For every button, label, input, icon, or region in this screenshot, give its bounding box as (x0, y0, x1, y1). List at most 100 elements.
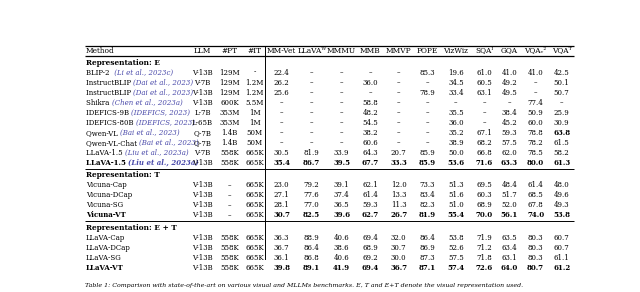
Text: 665K: 665K (245, 244, 264, 252)
Text: 80.3: 80.3 (528, 244, 543, 252)
Text: 50.9: 50.9 (528, 109, 543, 117)
Text: 665K: 665K (245, 264, 264, 272)
Text: Q-7B: Q-7B (194, 139, 211, 147)
Text: –: – (397, 109, 401, 117)
Text: –: – (340, 89, 343, 97)
Text: 80.7: 80.7 (527, 264, 544, 272)
Text: –: – (340, 69, 343, 77)
Text: 58.2: 58.2 (554, 149, 570, 157)
Text: 78.5: 78.5 (528, 149, 543, 157)
Text: 68.5: 68.5 (528, 192, 543, 199)
Text: 1.2M: 1.2M (246, 89, 264, 97)
Text: –: – (397, 69, 401, 77)
Text: 20.7: 20.7 (391, 149, 406, 157)
Text: 87.1: 87.1 (419, 264, 436, 272)
Text: –: – (310, 109, 314, 117)
Text: 67.1: 67.1 (476, 129, 492, 137)
Text: 68.9: 68.9 (362, 244, 378, 252)
Text: 61.4: 61.4 (362, 192, 378, 199)
Text: 54.5: 54.5 (362, 119, 378, 127)
Text: Shikra: Shikra (86, 99, 111, 107)
Text: –: – (310, 69, 314, 77)
Text: 36.1: 36.1 (274, 254, 289, 262)
Text: –: – (534, 89, 538, 97)
Text: LLM: LLM (194, 47, 211, 55)
Text: Qwen-VL: Qwen-VL (86, 129, 120, 137)
Text: InstructBLIP: InstructBLIP (86, 79, 133, 87)
Text: 85.3: 85.3 (420, 69, 435, 77)
Text: 81.9: 81.9 (304, 149, 319, 157)
Text: 63.3: 63.3 (501, 159, 518, 167)
Text: 81.9: 81.9 (419, 211, 436, 220)
Text: Vicuna-VT: Vicuna-VT (86, 211, 125, 220)
Text: VQAᵥ²: VQAᵥ² (524, 47, 547, 55)
Text: 57.5: 57.5 (448, 254, 464, 262)
Text: V-13B: V-13B (192, 159, 213, 167)
Text: 67.7: 67.7 (362, 159, 379, 167)
Text: –: – (397, 129, 401, 137)
Text: 50.7: 50.7 (554, 89, 570, 97)
Text: –: – (397, 119, 401, 127)
Text: #IT: #IT (248, 47, 262, 55)
Text: 83.4: 83.4 (420, 192, 435, 199)
Text: 36.5: 36.5 (334, 201, 349, 209)
Text: -: - (253, 69, 256, 77)
Text: –: – (560, 99, 563, 107)
Text: 353M: 353M (220, 119, 240, 127)
Text: 600K: 600K (220, 99, 239, 107)
Text: V-13B: V-13B (192, 254, 213, 262)
Text: LLaVA-DCap: LLaVA-DCap (86, 244, 131, 252)
Text: –: – (310, 99, 314, 107)
Text: VQAᵀ: VQAᵀ (552, 47, 572, 55)
Text: GQA: GQA (501, 47, 518, 55)
Text: –: – (340, 109, 343, 117)
Text: Vicuna-SG: Vicuna-SG (86, 201, 123, 209)
Text: –: – (310, 79, 314, 87)
Text: 30.5: 30.5 (274, 149, 289, 157)
Text: 38.6: 38.6 (334, 244, 349, 252)
Text: 55.4: 55.4 (447, 211, 465, 220)
Text: 12.0: 12.0 (391, 181, 406, 190)
Text: 129M: 129M (219, 79, 240, 87)
Text: Vicuna-DCap: Vicuna-DCap (86, 192, 132, 199)
Text: 53.8: 53.8 (448, 234, 464, 242)
Text: –: – (534, 79, 538, 87)
Text: 60.3: 60.3 (476, 192, 492, 199)
Text: V-13B: V-13B (192, 244, 213, 252)
Text: 41.9: 41.9 (333, 264, 350, 272)
Text: 665K: 665K (245, 181, 264, 190)
Text: –: – (426, 79, 429, 87)
Text: 665K: 665K (245, 211, 264, 220)
Text: LLaVA-Cap: LLaVA-Cap (86, 234, 125, 242)
Text: 67.8: 67.8 (528, 201, 543, 209)
Text: 78.8: 78.8 (528, 129, 543, 137)
Text: 129M: 129M (219, 89, 240, 97)
Text: 68.2: 68.2 (476, 139, 492, 147)
Text: 1M: 1M (249, 119, 260, 127)
Text: Representation: T: Representation: T (86, 171, 160, 179)
Text: (Liu et al., 2023a): (Liu et al., 2023a) (129, 159, 199, 167)
Text: 49.3: 49.3 (554, 201, 570, 209)
Text: V-7B: V-7B (195, 79, 211, 87)
Text: 39.5: 39.5 (333, 159, 350, 167)
Text: 39.6: 39.6 (333, 211, 350, 220)
Text: 69.5: 69.5 (476, 181, 492, 190)
Text: –: – (426, 109, 429, 117)
Text: (Liu et al., 2023a): (Liu et al., 2023a) (125, 149, 188, 157)
Text: 22.4: 22.4 (274, 69, 289, 77)
Text: –: – (340, 129, 343, 137)
Text: 82.3: 82.3 (420, 201, 435, 209)
Text: 25.6: 25.6 (274, 89, 289, 97)
Text: 665K: 665K (245, 234, 264, 242)
Text: 86.4: 86.4 (419, 234, 435, 242)
Text: 23.0: 23.0 (274, 181, 289, 190)
Text: Method: Method (86, 47, 115, 55)
Text: 74.0: 74.0 (527, 211, 544, 220)
Text: 28.1: 28.1 (274, 201, 289, 209)
Text: –: – (280, 109, 284, 117)
Text: 77.4: 77.4 (528, 99, 543, 107)
Text: –: – (397, 79, 401, 87)
Text: 86.7: 86.7 (303, 159, 320, 167)
Text: V-13B: V-13B (192, 201, 213, 209)
Text: 33.9: 33.9 (334, 149, 349, 157)
